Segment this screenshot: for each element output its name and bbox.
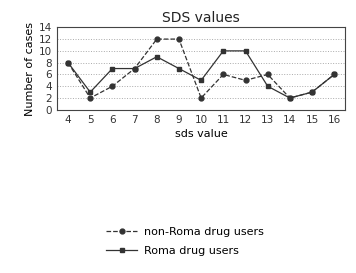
non-Roma drug users (66, 61, 70, 64)
Roma drug users (132, 67, 137, 70)
Roma drug users (88, 90, 92, 94)
Roma drug users (266, 85, 270, 88)
Roma drug users (310, 90, 314, 94)
non-Roma drug users (332, 73, 336, 76)
non-Roma drug users (177, 37, 181, 41)
non-Roma drug users (266, 73, 270, 76)
non-Roma drug users (221, 73, 225, 76)
non-Roma drug users (199, 96, 203, 100)
non-Roma drug users (110, 85, 115, 88)
non-Roma drug users (244, 79, 248, 82)
Roma drug users (66, 61, 70, 64)
non-Roma drug users (88, 96, 92, 100)
non-Roma drug users (132, 67, 137, 70)
Roma drug users (199, 79, 203, 82)
Roma drug users (244, 49, 248, 52)
Legend: non-Roma drug users, Roma drug users: non-Roma drug users, Roma drug users (101, 222, 269, 262)
Title: SDS values: SDS values (162, 11, 240, 25)
non-Roma drug users (288, 96, 292, 100)
non-Roma drug users (155, 37, 159, 41)
non-Roma drug users (310, 90, 314, 94)
Roma drug users (332, 73, 336, 76)
Roma drug users (288, 96, 292, 100)
Y-axis label: Number of cases: Number of cases (25, 22, 35, 115)
Roma drug users (177, 67, 181, 70)
Roma drug users (155, 55, 159, 58)
Line: Roma drug users: Roma drug users (66, 48, 337, 100)
Line: non-Roma drug users: non-Roma drug users (66, 37, 337, 100)
Roma drug users (110, 67, 115, 70)
X-axis label: sds value: sds value (175, 129, 227, 139)
Roma drug users (221, 49, 225, 52)
